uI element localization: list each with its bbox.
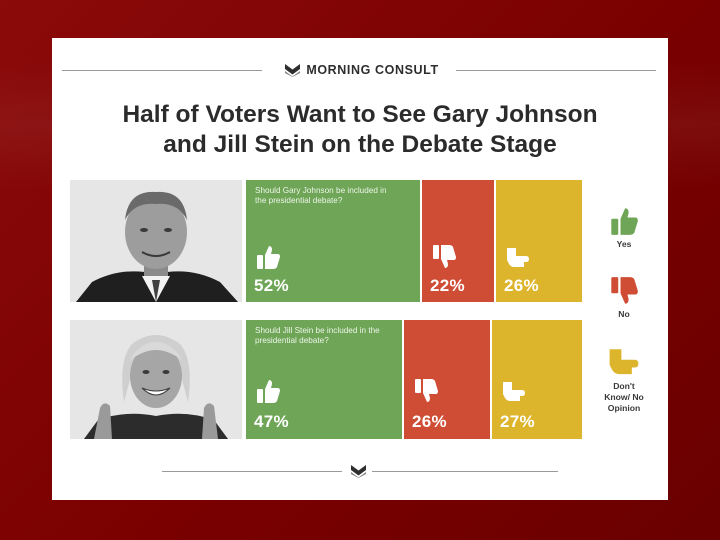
header-divider-left <box>62 70 262 71</box>
gary-johnson-photo <box>70 180 242 302</box>
legend-label-dont-know-line-2: Know/ No <box>604 392 644 402</box>
brand-name: MORNING CONSULT <box>306 63 439 77</box>
johnson-yes-bar: Should Gary Johnson be included in the p… <box>246 180 420 302</box>
chart-title: Half of Voters Want to See Gary Johnson … <box>62 100 658 160</box>
legend-label-no: No <box>618 309 630 319</box>
stein-dont-know-bar: 27% <box>492 320 582 439</box>
thumbs-down-icon <box>431 244 457 270</box>
johnson-question: Should Gary Johnson be included in the p… <box>255 186 387 205</box>
johnson-no-bar: 22% <box>422 180 494 302</box>
morning-consult-chevron-icon <box>351 465 366 478</box>
header-divider-right <box>456 70 656 71</box>
stein-yes-label: 47% <box>254 412 289 431</box>
thumbs-up-icon <box>255 244 281 270</box>
legend-label-dont-know-line-3: Opinion <box>607 403 641 413</box>
stein-no-label: 26% <box>412 412 447 431</box>
johnson-dont-know-label: 26% <box>504 276 539 295</box>
legend-label-dont-know-line-1: Don't <box>613 381 635 391</box>
johnson-yes-label: 52% <box>254 276 289 295</box>
legend-item-yes: Yes <box>592 206 656 250</box>
thumb-sideways-icon <box>592 344 656 378</box>
brand-lockup: MORNING CONSULT <box>272 60 452 80</box>
footer-divider-right <box>372 471 558 472</box>
thumb-sideways-icon <box>505 244 531 270</box>
thumbs-down-icon <box>413 378 439 404</box>
chart-title-line-2: and Jill Stein on the Debate Stage <box>163 131 557 158</box>
legend-label-dont-know: Don't Know/ No Opinion <box>592 381 656 414</box>
legend-item-dont-know: Don't Know/ No Opinion <box>592 344 656 414</box>
morning-consult-logo-icon <box>285 63 301 77</box>
footer-divider-left <box>162 471 342 472</box>
johnson-no-label: 22% <box>430 276 465 295</box>
thumb-sideways-icon <box>501 378 527 404</box>
thumbs-up-icon <box>255 378 281 404</box>
thumbs-down-icon <box>592 276 656 306</box>
johnson-dont-know-bar: 26% <box>496 180 582 302</box>
legend-label-yes: Yes <box>616 239 632 249</box>
johnson-panel: Should Gary Johnson be included in the p… <box>70 180 582 302</box>
jill-stein-photo <box>70 320 242 439</box>
stein-yes-bar: Should Jill Stein be included in the pre… <box>246 320 402 439</box>
chart-title-line-1: Half of Voters Want to See Gary Johnson <box>122 101 598 128</box>
footer <box>162 463 558 479</box>
stein-no-bar: 26% <box>404 320 490 439</box>
thumbs-up-icon <box>592 206 656 236</box>
stein-question: Should Jill Stein be included in the pre… <box>255 326 380 345</box>
infographic-card: MORNING CONSULT Half of Voters Want to S… <box>52 38 668 500</box>
stein-panel: Should Jill Stein be included in the pre… <box>70 320 582 439</box>
brand-header: MORNING CONSULT <box>62 60 658 80</box>
legend-item-no: No <box>592 276 656 320</box>
stein-dont-know-label: 27% <box>500 412 535 431</box>
